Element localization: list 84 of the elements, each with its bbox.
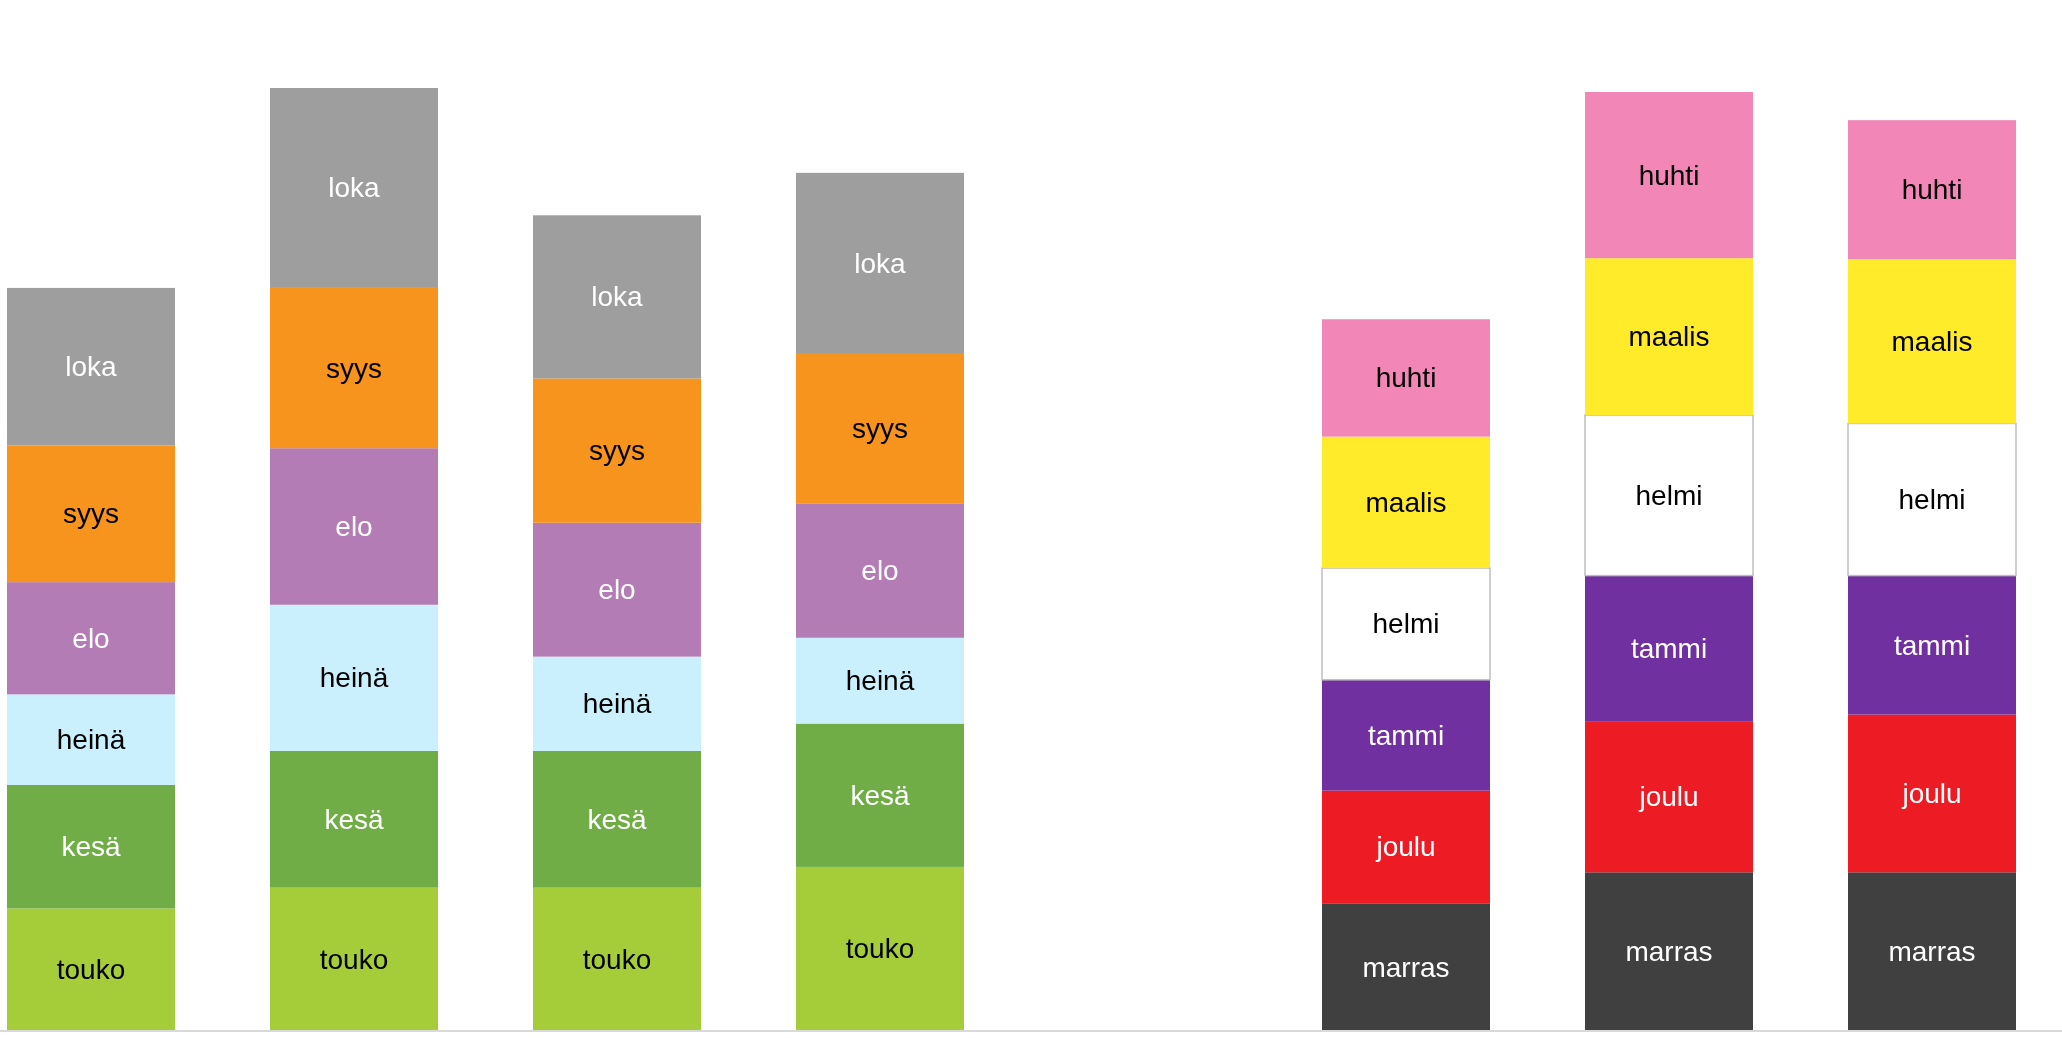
text: helmi [1635,479,1703,511]
text: syys [589,435,645,467]
bar [270,88,438,288]
bar [270,287,438,449]
bar [1848,872,2016,1031]
text: elo [861,555,899,587]
text: loka [65,351,117,383]
text: loka [328,172,380,204]
text: marras [1625,936,1713,968]
bar [796,172,964,354]
series-label: loka [591,281,644,313]
series-label: touko [56,954,126,986]
bar [533,656,701,751]
bar [796,866,964,1031]
bar [270,448,438,605]
bar [1585,721,1753,873]
text: loka [854,247,906,279]
bar [7,784,175,909]
bar [270,887,438,1031]
text: huhti [1901,174,1963,206]
bar [796,637,964,724]
bar [533,887,701,1031]
bar [533,215,701,379]
series-label: syys [63,498,119,530]
text: heinä [582,688,652,720]
text: huhti [1638,159,1700,191]
bar [1848,714,2016,873]
bar [7,908,175,1031]
bar [7,582,175,695]
bar [796,503,964,638]
bar [1322,319,1490,437]
bar [7,694,175,785]
bar [1322,436,1490,569]
text: marras [1888,936,1976,968]
series-label: marras [1362,951,1450,983]
bar [796,723,964,867]
bar [1584,414,1754,577]
bar [1585,575,1753,722]
text: elo [335,510,373,542]
text: tammi [1630,632,1708,664]
text: joulu [1902,777,1962,809]
series-label: elo [72,622,110,654]
bar [270,604,438,751]
bar [1848,259,2016,424]
text: syys [326,352,382,384]
series-label: maalis [1365,486,1447,518]
text: helmi [1898,484,1966,516]
bar [270,750,438,888]
bar [1322,903,1490,1031]
bar [1321,567,1491,681]
bar [1847,422,2017,577]
text: elo [598,574,636,606]
text: kesä [324,803,384,835]
series-label: heinä [845,665,915,697]
text: kesä [850,779,910,811]
text: kesä [587,803,647,835]
bar [1322,679,1490,791]
series-label: huhti [1375,362,1437,394]
text: touko [319,943,389,975]
bar [533,378,701,523]
bar [533,750,701,888]
bar [1322,790,1490,904]
text: joulu [1639,781,1699,813]
series-label: joulu [1375,831,1436,863]
bar [1585,872,1753,1031]
text: touko [845,933,915,965]
bar [1848,575,2016,715]
text: touko [582,943,652,975]
series-label: tammi [1367,719,1445,751]
bar [1848,120,2016,260]
text: heinä [56,724,126,756]
bar [7,445,175,583]
series-label: kesä [61,831,121,863]
bar [1585,92,1753,259]
text: tammi [1893,629,1971,661]
text: maalis [1891,325,1973,357]
text: maalis [1628,321,1710,353]
bar [7,287,175,446]
series-label: helmi [1372,608,1440,640]
bar [533,522,701,657]
bar [1585,258,1753,416]
text: heinä [319,662,389,694]
text: syys [852,413,908,445]
bar [796,353,964,504]
